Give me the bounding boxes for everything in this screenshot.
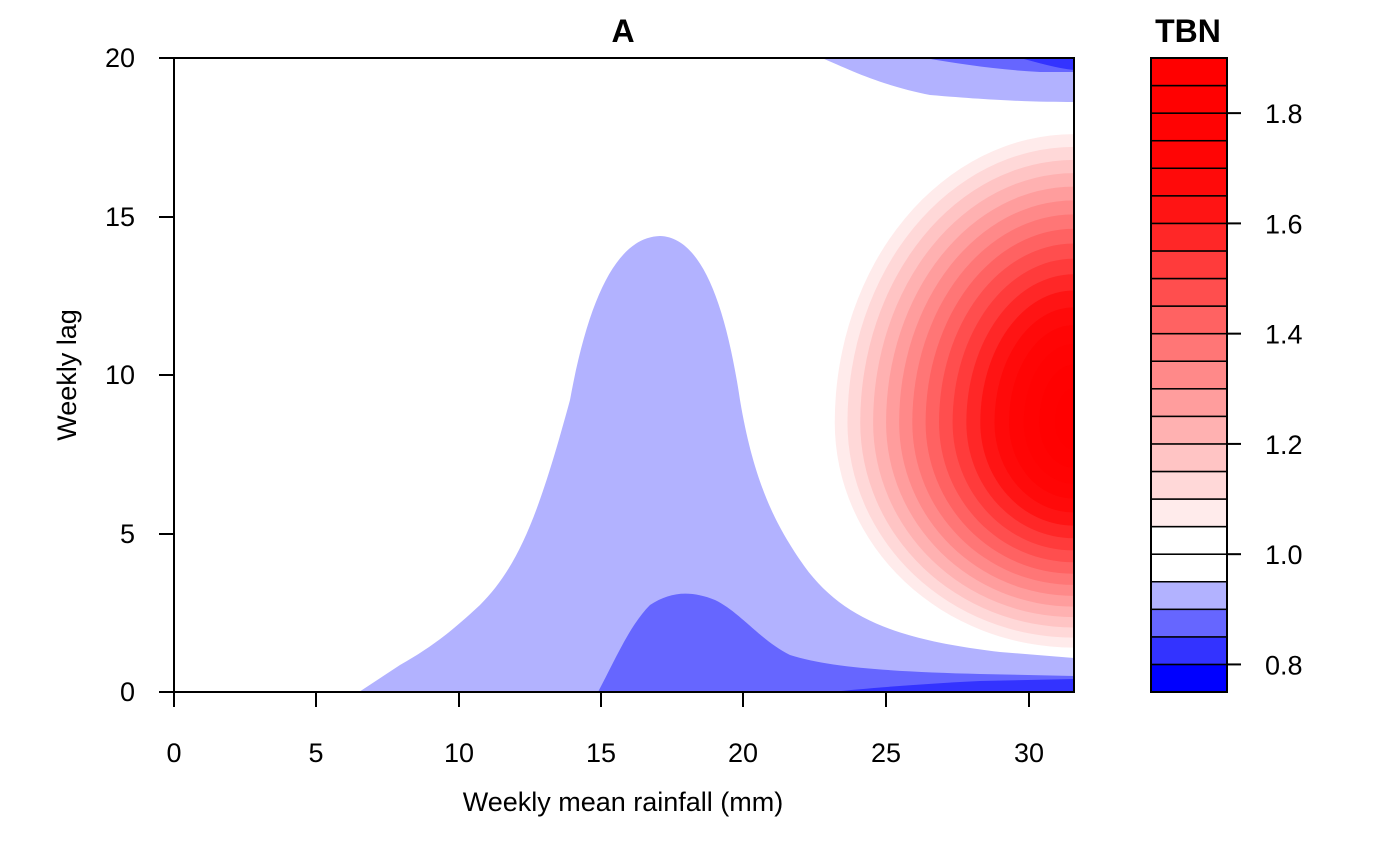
color-key-cell (1150, 470, 1228, 500)
color-key-cell (1150, 608, 1228, 638)
y-tick-label: 15 (105, 202, 135, 232)
color-key-tick-label: 1.0 (1265, 540, 1303, 570)
color-key-cell (1150, 167, 1228, 197)
color-key-cell (1150, 663, 1228, 693)
color-key-tick-label: 1.2 (1265, 430, 1303, 460)
y-tick: 15 (105, 202, 174, 232)
color-key-cell (1150, 84, 1228, 114)
y-tick-label: 0 (120, 677, 135, 707)
x-axis-title: Weekly mean rainfall (mm) (463, 787, 784, 817)
color-key: TBN 0.8 1.0 1.2 1.4 1.6 1.8 (1150, 13, 1303, 693)
lower-blue-light-region (359, 236, 1074, 692)
y-axis: 0 5 10 15 20 Weekly lag (52, 43, 175, 707)
x-tick-label: 15 (586, 738, 616, 768)
color-key-tick-label: 1.8 (1265, 99, 1303, 129)
color-key-cell (1150, 305, 1228, 335)
chart-title: A (611, 13, 634, 49)
y-tick-label: 20 (105, 43, 135, 73)
color-key-frame (1150, 57, 1228, 693)
x-tick-label: 0 (166, 738, 181, 768)
upper-blue-dark-region (1020, 58, 1074, 70)
red-contour-bands (834, 134, 1074, 648)
y-tick: 10 (105, 360, 174, 390)
color-key-cell (1150, 443, 1228, 473)
color-key-title: TBN (1155, 13, 1221, 49)
color-key-cell (1150, 277, 1228, 307)
x-axis: 0 5 10 15 20 25 30 Weekly mean rainfall … (166, 691, 1044, 817)
color-key-cell (1150, 332, 1228, 362)
x-tick: 5 (308, 692, 324, 768)
x-tick-label: 10 (444, 738, 474, 768)
y-tick-label: 5 (120, 519, 135, 549)
y-tick-label: 10 (105, 360, 135, 390)
y-axis-title: Weekly lag (52, 309, 82, 441)
y-tick: 5 (120, 519, 174, 549)
color-key-cell (1150, 57, 1228, 87)
x-tick-label: 25 (871, 738, 901, 768)
color-key-cell (1150, 112, 1228, 142)
x-tick: 15 (586, 692, 616, 768)
lower-blue-dark-region (830, 679, 1074, 692)
color-key-tick-label: 1.6 (1265, 209, 1303, 239)
color-key-cell (1150, 553, 1228, 583)
x-tick: 10 (444, 692, 474, 768)
x-tick: 20 (728, 692, 758, 768)
color-key-tick-label: 1.4 (1265, 320, 1303, 350)
color-key-cell (1150, 195, 1228, 225)
x-tick: 30 (1014, 692, 1044, 768)
color-key-cell (1150, 580, 1228, 611)
color-key-cell (1150, 525, 1228, 555)
y-tick: 20 (105, 43, 174, 73)
x-tick-label: 30 (1014, 738, 1044, 768)
color-key-cell (1150, 222, 1228, 252)
color-key-cell (1150, 636, 1228, 666)
color-key-cell (1150, 360, 1228, 390)
color-key-cell (1150, 388, 1228, 418)
color-key-cell (1150, 139, 1228, 170)
lower-blue-mid-region (598, 593, 1074, 692)
color-key-ticks: 0.8 1.0 1.2 1.4 1.6 1.8 (1227, 99, 1303, 680)
color-key-cell (1150, 415, 1228, 445)
y-tick: 0 (120, 677, 174, 707)
x-tick: 25 (871, 692, 901, 768)
x-tick-label: 5 (308, 738, 323, 768)
color-key-cell (1150, 250, 1228, 280)
red-contour-band (1055, 388, 1074, 450)
x-tick: 0 (166, 692, 182, 768)
x-tick-label: 20 (728, 738, 758, 768)
plot-area (173, 57, 1075, 693)
color-key-cells (1150, 57, 1228, 693)
color-key-tick-label: 0.8 (1265, 650, 1303, 680)
color-key-cell (1150, 498, 1228, 528)
